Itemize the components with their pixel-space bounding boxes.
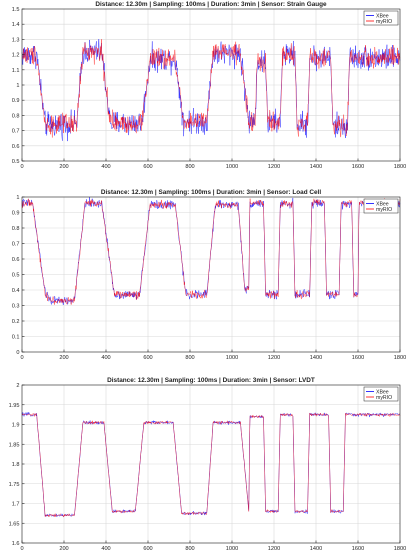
chart-title: Distance: 12.30m | Sampling: 100ms | Dur… xyxy=(107,377,315,384)
x-tick-label: 600 xyxy=(143,355,152,361)
chart-panel-2: Distance: 12.30m | Sampling: 100ms | Dur… xyxy=(12,189,407,361)
x-tick-label: 1600 xyxy=(352,355,364,361)
y-tick-label: 1.65 xyxy=(9,521,20,527)
y-tick-label: 0.7 xyxy=(12,129,20,135)
x-tick-label: 1000 xyxy=(226,355,238,361)
x-tick-label: 1800 xyxy=(394,164,406,170)
x-tick-label: 400 xyxy=(101,546,110,550)
y-tick-label: 0.4 xyxy=(12,288,20,294)
y-tick-label: 2 xyxy=(16,383,19,389)
x-tick-label: 0 xyxy=(20,546,23,550)
y-tick-label: 1.75 xyxy=(9,482,20,488)
y-tick-label: 1.95 xyxy=(9,403,20,409)
legend-box xyxy=(363,386,399,402)
x-tick-label: 800 xyxy=(185,355,194,361)
y-tick-label: 1.5 xyxy=(12,7,20,13)
y-tick-label: 1.2 xyxy=(12,53,20,59)
legend-label: XBee xyxy=(376,201,389,207)
y-tick-label: 1.8 xyxy=(12,462,20,468)
x-tick-label: 1200 xyxy=(268,164,280,170)
x-tick-label: 1800 xyxy=(394,546,406,550)
y-tick-label: 0.8 xyxy=(12,113,20,119)
legend-label: myRIO xyxy=(376,395,392,401)
chart-title: Distance: 12.30m | Sampling: 100ms | Dur… xyxy=(95,1,327,8)
y-tick-label: 0.5 xyxy=(12,159,20,165)
series-line-myrio xyxy=(21,39,401,138)
x-tick-label: 1800 xyxy=(394,355,406,361)
x-tick-label: 200 xyxy=(59,355,68,361)
y-tick-label: 0.8 xyxy=(12,226,20,232)
y-tick-label: 0.9 xyxy=(12,98,20,104)
x-tick-label: 400 xyxy=(101,355,110,361)
x-tick-label: 1200 xyxy=(268,355,280,361)
y-tick-label: 1.3 xyxy=(12,37,20,43)
y-tick-label: 1.85 xyxy=(9,442,20,448)
x-tick-label: 1000 xyxy=(226,546,238,550)
legend-label: myRIO xyxy=(376,19,392,25)
y-tick-label: 0.5 xyxy=(12,273,20,279)
x-tick-label: 1600 xyxy=(352,546,364,550)
y-tick-label: 0.6 xyxy=(12,257,20,263)
series-line-myrio xyxy=(21,412,401,518)
legend-label: XBee xyxy=(376,13,389,19)
x-tick-label: 1400 xyxy=(310,355,322,361)
x-tick-label: 200 xyxy=(59,546,68,550)
y-tick-label: 1 xyxy=(16,195,19,201)
y-tick-label: 1.9 xyxy=(12,423,20,429)
y-tick-label: 1.1 xyxy=(12,68,20,74)
chart-panel-3: Distance: 12.30m | Sampling: 100ms | Dur… xyxy=(9,377,407,550)
y-tick-label: 0.3 xyxy=(12,304,20,310)
x-tick-label: 0 xyxy=(20,355,23,361)
x-tick-label: 600 xyxy=(143,546,152,550)
chart-panel-1: Distance: 12.30m | Sampling: 100ms | Dur… xyxy=(12,1,407,170)
series-line-myrio xyxy=(21,198,401,305)
x-tick-label: 800 xyxy=(185,164,194,170)
y-tick-label: 1.7 xyxy=(12,502,20,508)
legend-label: XBee xyxy=(376,389,389,395)
y-tick-label: 0.2 xyxy=(12,319,20,325)
legend-box xyxy=(363,198,399,214)
y-tick-label: 0.9 xyxy=(12,211,20,217)
y-tick-label: 1.6 xyxy=(12,541,20,547)
x-tick-label: 1400 xyxy=(310,164,322,170)
y-tick-label: 1.4 xyxy=(12,22,20,28)
y-tick-label: 0 xyxy=(16,350,19,356)
x-tick-label: 1200 xyxy=(268,546,280,550)
chart-title: Distance: 12.30m | Sampling: 100ms | Dur… xyxy=(101,189,321,196)
x-tick-label: 600 xyxy=(143,164,152,170)
x-tick-label: 1000 xyxy=(226,164,238,170)
y-tick-label: 0.6 xyxy=(12,144,20,150)
x-tick-label: 0 xyxy=(20,164,23,170)
x-tick-label: 200 xyxy=(59,164,68,170)
x-tick-label: 800 xyxy=(185,546,194,550)
y-tick-label: 0.7 xyxy=(12,242,20,248)
legend-box xyxy=(363,10,399,26)
x-tick-label: 1600 xyxy=(352,164,364,170)
y-tick-label: 0.1 xyxy=(12,335,20,341)
x-tick-label: 1400 xyxy=(310,546,322,550)
y-tick-label: 1 xyxy=(16,83,19,89)
legend-label: myRIO xyxy=(376,207,392,213)
x-tick-label: 400 xyxy=(101,164,110,170)
